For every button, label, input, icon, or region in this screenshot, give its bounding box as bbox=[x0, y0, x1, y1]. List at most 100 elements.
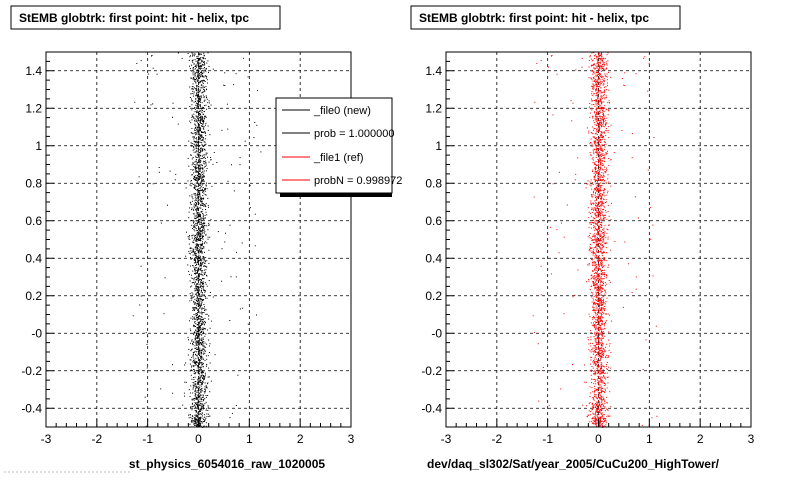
scatter-point bbox=[597, 139, 599, 141]
scatter-point bbox=[597, 342, 599, 344]
scatter-point bbox=[593, 363, 595, 365]
scatter-point bbox=[197, 348, 199, 350]
scatter-point bbox=[192, 76, 194, 78]
scatter-point bbox=[195, 157, 197, 158]
scatter-point bbox=[200, 131, 202, 132]
scatter-point bbox=[199, 379, 201, 381]
scatter-point bbox=[596, 66, 598, 68]
scatter-point bbox=[197, 73, 199, 75]
scatter-point bbox=[595, 161, 597, 162]
scatter-point bbox=[595, 363, 597, 365]
scatter-point bbox=[194, 247, 196, 248]
scatter-point bbox=[195, 372, 197, 373]
scatter-point bbox=[595, 117, 597, 119]
scatter-point bbox=[194, 177, 196, 179]
scatter-point bbox=[596, 111, 598, 113]
scatter-point bbox=[604, 377, 606, 379]
scatter-point bbox=[599, 222, 601, 224]
scatter-point bbox=[600, 389, 602, 391]
scatter-point bbox=[598, 190, 600, 191]
scatter-point bbox=[597, 360, 599, 361]
scatter-point bbox=[601, 56, 603, 58]
scatter-point bbox=[594, 356, 596, 358]
scatter-point bbox=[247, 323, 249, 325]
scatter-point bbox=[204, 306, 205, 308]
scatter-point bbox=[194, 217, 196, 219]
scatter-point bbox=[195, 72, 197, 74]
scatter-point bbox=[195, 66, 197, 67]
scatter-point bbox=[199, 381, 201, 383]
scatter-point bbox=[191, 70, 193, 72]
scatter-point bbox=[188, 140, 190, 142]
scatter-point bbox=[601, 125, 603, 127]
scatter-point bbox=[194, 307, 196, 309]
scatter-point bbox=[211, 185, 213, 187]
scatter-point bbox=[601, 351, 603, 353]
scatter-point bbox=[601, 260, 602, 262]
scatter-point bbox=[597, 383, 599, 385]
scatter-point bbox=[206, 79, 208, 81]
scatter-point bbox=[600, 138, 602, 140]
scatter-point bbox=[196, 170, 198, 172]
scatter-point bbox=[605, 154, 607, 156]
scatter-point bbox=[202, 218, 204, 220]
scatter-point bbox=[596, 220, 598, 222]
scatter-point bbox=[201, 405, 203, 407]
scatter-point bbox=[596, 119, 598, 121]
scatter-point bbox=[201, 189, 203, 191]
scatter-point bbox=[193, 281, 195, 283]
scatter-point bbox=[197, 271, 198, 273]
scatter-point bbox=[604, 156, 605, 158]
scatter-point bbox=[601, 176, 603, 178]
scatter-point bbox=[606, 409, 608, 411]
scatter-point bbox=[597, 148, 598, 149]
scatter-point bbox=[602, 204, 604, 206]
scatter-point bbox=[599, 75, 601, 77]
scatter-point bbox=[198, 199, 200, 201]
scatter-point bbox=[596, 264, 598, 265]
scatter-point bbox=[198, 411, 200, 413]
scatter-point bbox=[198, 316, 200, 318]
scatter-point bbox=[200, 281, 202, 283]
scatter-point bbox=[203, 222, 205, 224]
scatter-point bbox=[158, 171, 160, 173]
scatter-point bbox=[191, 52, 193, 54]
scatter-point bbox=[602, 356, 604, 358]
scatter-point bbox=[198, 400, 200, 402]
scatter-point bbox=[597, 99, 599, 101]
scatter-point bbox=[193, 262, 195, 264]
scatter-point bbox=[190, 369, 192, 371]
scatter-point bbox=[596, 405, 598, 406]
scatter-point bbox=[197, 313, 198, 315]
scatter-point bbox=[599, 190, 601, 192]
scatter-point bbox=[187, 236, 189, 238]
scatter-point bbox=[598, 166, 600, 168]
scatter-point bbox=[200, 135, 202, 137]
scatter-point bbox=[199, 58, 201, 59]
scatter-point bbox=[199, 176, 201, 177]
scatter-point bbox=[201, 198, 203, 199]
scatter-point bbox=[593, 285, 595, 287]
scatter-point bbox=[205, 165, 207, 167]
scatter-point bbox=[595, 409, 597, 411]
scatter-point bbox=[599, 90, 601, 92]
scatter-point bbox=[193, 325, 195, 327]
scatter-point bbox=[595, 401, 597, 403]
scatter-point bbox=[191, 200, 193, 202]
scatter-point bbox=[593, 382, 595, 384]
scatter-point bbox=[608, 137, 610, 139]
scatter-point bbox=[600, 83, 602, 85]
scatter-point bbox=[199, 320, 201, 322]
scatter-point bbox=[201, 313, 203, 315]
scatter-point bbox=[595, 416, 597, 418]
scatter-point bbox=[200, 342, 202, 344]
scatter-point bbox=[202, 341, 204, 343]
scatter-point bbox=[601, 287, 603, 288]
scatter-point bbox=[202, 284, 204, 286]
scatter-point bbox=[195, 306, 197, 308]
scatter-point bbox=[600, 162, 602, 164]
scatter-point bbox=[607, 174, 609, 176]
scatter-point bbox=[598, 339, 599, 341]
scatter-point bbox=[598, 408, 600, 410]
scatter-point bbox=[194, 364, 196, 366]
